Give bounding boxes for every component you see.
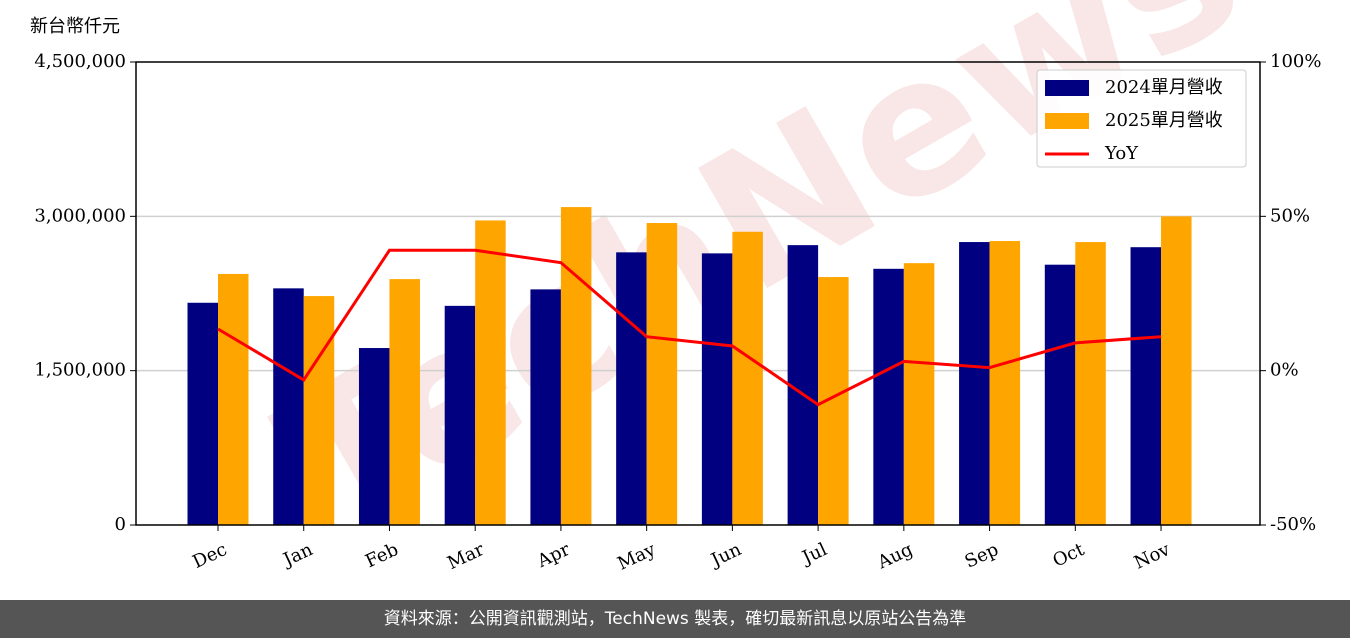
y2-tick-label: 100% bbox=[1270, 51, 1321, 72]
x-tick-label: Oct bbox=[1050, 539, 1089, 572]
bar bbox=[218, 273, 249, 525]
x-tick-label: Sep bbox=[962, 539, 1002, 573]
legend-swatch bbox=[1045, 80, 1089, 96]
bar bbox=[732, 231, 763, 525]
legend-box bbox=[1036, 69, 1247, 168]
bar bbox=[389, 279, 420, 525]
y-tick-label: 4,500,000 bbox=[34, 51, 126, 72]
x-tick-label: Jun bbox=[706, 539, 745, 572]
bar bbox=[273, 288, 304, 525]
bar bbox=[530, 289, 561, 525]
x-tick-label: Jan bbox=[278, 539, 316, 572]
bar bbox=[303, 296, 335, 525]
y-tick-label: 0 bbox=[115, 514, 126, 535]
bar bbox=[1044, 264, 1076, 525]
bar bbox=[444, 305, 476, 525]
x-tick-label: Jul bbox=[797, 539, 830, 569]
bar bbox=[1130, 247, 1162, 525]
x-tick-label: Apr bbox=[533, 539, 573, 573]
line bbox=[217, 248, 1162, 407]
plot-frame bbox=[135, 61, 1261, 526]
bar bbox=[989, 241, 1021, 525]
legend-label: 2025單月營收 bbox=[1105, 110, 1223, 131]
bar bbox=[1161, 216, 1192, 526]
y-tick-label: 1,500,000 bbox=[34, 360, 126, 381]
bar bbox=[701, 253, 733, 525]
legend-swatch bbox=[1045, 113, 1089, 129]
y-tick-label: 3,000,000 bbox=[34, 205, 126, 226]
footer-bar bbox=[0, 600, 1350, 638]
bar bbox=[787, 245, 819, 526]
bar bbox=[646, 223, 678, 525]
x-tick-label: Mar bbox=[444, 539, 487, 574]
y2-tick-label: 0% bbox=[1270, 360, 1299, 381]
legend-label: 2024單月營收 bbox=[1105, 77, 1223, 98]
x-tick-label: Dec bbox=[189, 539, 230, 573]
bar bbox=[873, 268, 904, 525]
bar bbox=[560, 207, 592, 525]
bar bbox=[187, 302, 218, 525]
y2-tick-label: 50% bbox=[1270, 205, 1310, 226]
bar bbox=[616, 252, 647, 525]
bar bbox=[1075, 242, 1106, 526]
bar bbox=[358, 348, 390, 525]
footer-text: 資料來源：公開資訊觀測站，TechNews 製表，確切最新訊息以原站公告為準 bbox=[384, 609, 966, 629]
legend-label: YoY bbox=[1104, 143, 1139, 164]
y-axis-label: 新台幣仟元 bbox=[30, 16, 120, 37]
bar bbox=[475, 220, 506, 525]
x-tick-label: Nov bbox=[1131, 539, 1174, 574]
x-tick-label: Aug bbox=[874, 539, 917, 574]
x-tick-label: May bbox=[614, 539, 659, 575]
y2-tick-label: -50% bbox=[1270, 514, 1316, 535]
bar bbox=[903, 263, 935, 525]
bar bbox=[959, 242, 990, 526]
